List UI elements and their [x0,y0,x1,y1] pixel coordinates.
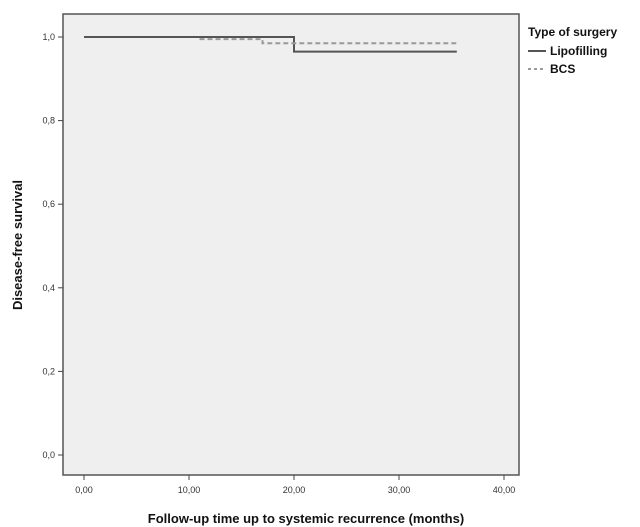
legend-title: Type of surgery [528,25,617,39]
y-tick-label: 1,0 [42,32,55,42]
y-tick-label: 0,2 [42,366,55,376]
legend: Type of surgery Lipofilling BCS [528,25,617,76]
y-tick-label: 0,4 [42,283,55,293]
series-lines [84,36,457,53]
x-tick-label: 40,00 [493,485,516,495]
series-line-bcs [199,38,457,45]
plot-area [62,13,520,476]
x-tick-label: 10,00 [178,485,201,495]
y-tick-label: 0,8 [42,116,55,126]
y-axis-ticks: 0,0 0,2 0,4 0,6 0,8 1,0 [42,32,63,460]
legend-label-bcs: BCS [550,62,575,76]
x-tick-label: 20,00 [283,485,306,495]
legend-label-lipofilling: Lipofilling [550,44,607,58]
legend-items: Lipofilling BCS [528,44,607,76]
x-tick-label: 0,00 [75,485,93,495]
y-tick-label: 0,0 [42,450,55,460]
y-axis-title: Disease-free survival [10,180,25,310]
x-tick-label: 30,00 [388,485,411,495]
x-axis-ticks: 0,00 10,00 20,00 30,00 40,00 [75,475,515,495]
y-tick-label: 0,6 [42,199,55,209]
x-axis-title: Follow-up time up to systemic recurrence… [148,511,464,526]
